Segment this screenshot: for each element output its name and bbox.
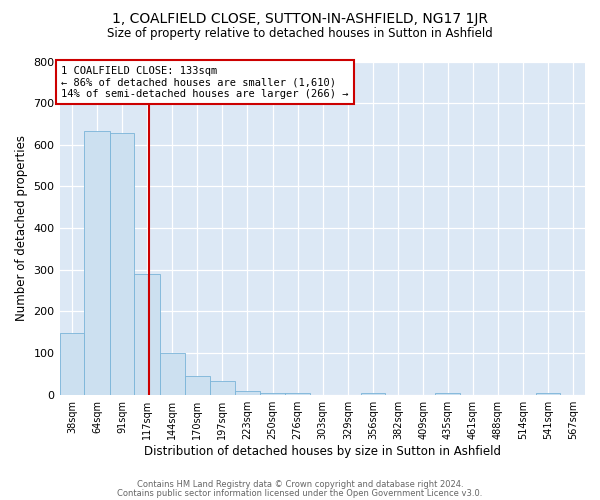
Text: Contains public sector information licensed under the Open Government Licence v3: Contains public sector information licen… xyxy=(118,488,482,498)
Bar xyxy=(84,132,110,394)
Bar xyxy=(235,390,260,394)
Bar xyxy=(436,392,460,394)
X-axis label: Distribution of detached houses by size in Sutton in Ashfield: Distribution of detached houses by size … xyxy=(144,444,501,458)
Bar xyxy=(134,274,160,394)
Bar xyxy=(260,392,285,394)
Bar xyxy=(361,392,385,394)
Text: 1 COALFIELD CLOSE: 133sqm
← 86% of detached houses are smaller (1,610)
14% of se: 1 COALFIELD CLOSE: 133sqm ← 86% of detac… xyxy=(61,66,349,99)
Bar xyxy=(185,376,210,394)
Bar xyxy=(285,392,310,394)
Y-axis label: Number of detached properties: Number of detached properties xyxy=(15,135,28,321)
Bar xyxy=(536,392,560,394)
Text: Size of property relative to detached houses in Sutton in Ashfield: Size of property relative to detached ho… xyxy=(107,28,493,40)
Text: Contains HM Land Registry data © Crown copyright and database right 2024.: Contains HM Land Registry data © Crown c… xyxy=(137,480,463,489)
Bar xyxy=(59,333,84,394)
Bar xyxy=(210,382,235,394)
Bar xyxy=(110,133,134,394)
Text: 1, COALFIELD CLOSE, SUTTON-IN-ASHFIELD, NG17 1JR: 1, COALFIELD CLOSE, SUTTON-IN-ASHFIELD, … xyxy=(112,12,488,26)
Bar xyxy=(160,353,185,395)
